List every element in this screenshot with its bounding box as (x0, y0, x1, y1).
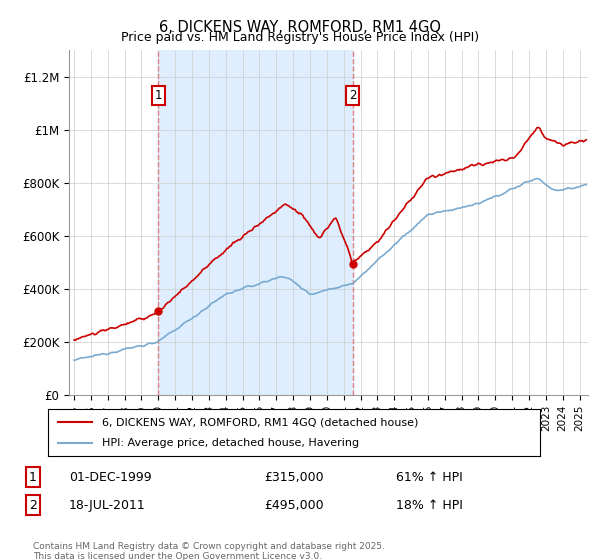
Text: £315,000: £315,000 (264, 470, 323, 484)
Text: 18% ↑ HPI: 18% ↑ HPI (396, 498, 463, 512)
Text: 2: 2 (29, 498, 37, 512)
Text: 6, DICKENS WAY, ROMFORD, RM1 4GQ (detached house): 6, DICKENS WAY, ROMFORD, RM1 4GQ (detach… (102, 417, 418, 427)
Text: 1: 1 (155, 89, 162, 102)
Text: HPI: Average price, detached house, Havering: HPI: Average price, detached house, Have… (102, 438, 359, 448)
Text: £495,000: £495,000 (264, 498, 323, 512)
Text: 61% ↑ HPI: 61% ↑ HPI (396, 470, 463, 484)
Text: 2: 2 (349, 89, 356, 102)
Text: 1: 1 (29, 470, 37, 484)
Text: 18-JUL-2011: 18-JUL-2011 (69, 498, 146, 512)
Text: Contains HM Land Registry data © Crown copyright and database right 2025.
This d: Contains HM Land Registry data © Crown c… (33, 542, 385, 560)
Bar (158, 50, 353, 395)
Text: 6, DICKENS WAY, ROMFORD, RM1 4GQ: 6, DICKENS WAY, ROMFORD, RM1 4GQ (159, 20, 441, 35)
Text: Price paid vs. HM Land Registry's House Price Index (HPI): Price paid vs. HM Land Registry's House … (121, 31, 479, 44)
Text: 01-DEC-1999: 01-DEC-1999 (69, 470, 152, 484)
